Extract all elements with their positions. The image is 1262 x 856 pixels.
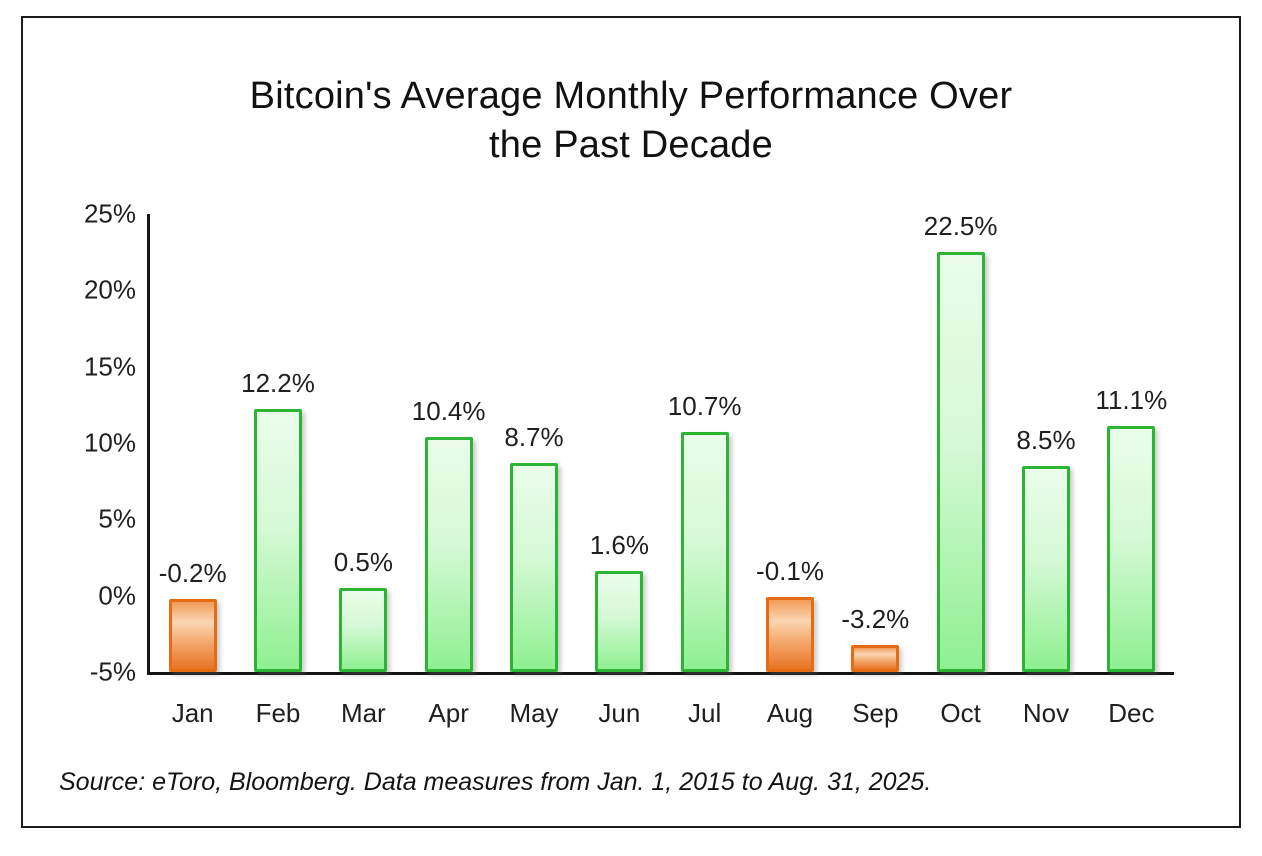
x-axis-label-oct: Oct xyxy=(940,698,981,728)
bar-value-label-dec: 11.1% xyxy=(1095,385,1168,416)
chart-title: Bitcoin's Average Monthly Performance Ov… xyxy=(23,72,1239,170)
x-axis-label-aug: Aug xyxy=(766,698,814,728)
x-axis-label-mar: Mar xyxy=(340,698,386,728)
x-axis-label-jul: Jul xyxy=(688,698,722,728)
plot-area: 25% 20% 15% 10% 5% 0% -5% -0.2% Jan 12.2% Feb 0.5% M… xyxy=(84,199,1174,728)
bar-value-label-aug: -0.1% xyxy=(756,556,824,587)
bar-value-label-sep: -3.2% xyxy=(841,603,910,634)
bar-value-label-may: 8.7% xyxy=(504,421,564,452)
source-note: Source: eToro, Bloomberg. Data measures … xyxy=(59,768,932,796)
bar-apr xyxy=(424,436,473,672)
chart-frame: Bitcoin's Average Monthly Performance Ov… xyxy=(21,16,1241,828)
x-axis-label-jun: Jun xyxy=(598,698,641,728)
bar-oct xyxy=(936,252,985,672)
bar-value-label-apr: 10.4% xyxy=(411,395,486,426)
y-tick-label: 0% xyxy=(98,580,136,611)
bar-jun xyxy=(595,571,644,672)
y-tick-label: 5% xyxy=(98,503,136,534)
bar-aug xyxy=(766,597,814,672)
y-tick-label: -5% xyxy=(89,656,136,687)
y-tick-label: 15% xyxy=(83,351,136,382)
bar-jul xyxy=(680,432,729,672)
y-tick-label: 25% xyxy=(83,198,136,229)
bar-value-label-oct: 22.5% xyxy=(923,211,998,242)
x-axis-label-may: May xyxy=(509,698,559,728)
bar-value-label-jan: -0.2% xyxy=(158,557,227,588)
bar-value-label-nov: 8.5% xyxy=(1016,424,1076,455)
bar-dec xyxy=(1107,426,1156,672)
bar-value-label-mar: 0.5% xyxy=(333,547,393,578)
bar-jan xyxy=(168,598,217,672)
x-axis-label-jan: Jan xyxy=(171,698,214,728)
bar-value-label-feb: 12.2% xyxy=(241,368,315,399)
bar-feb xyxy=(254,409,302,672)
x-axis-label-feb: Feb xyxy=(255,698,301,728)
x-axis-label-nov: Nov xyxy=(1022,698,1070,728)
y-tick-label: 20% xyxy=(83,274,136,305)
bar-value-label-jul: 10.7% xyxy=(667,391,742,422)
bar-nov xyxy=(1022,465,1070,672)
bar-may xyxy=(510,462,558,672)
y-tick-label: 10% xyxy=(83,427,136,458)
bar-sep xyxy=(851,644,900,672)
x-axis-label-dec: Dec xyxy=(1108,698,1155,728)
chart-title-line-1: Bitcoin's Average Monthly Performance Ov… xyxy=(249,75,1013,117)
x-axis-label-apr: Apr xyxy=(428,698,469,728)
bar-mar xyxy=(339,588,388,672)
chart-title-line-2: the Past Decade xyxy=(489,124,773,166)
x-axis-label-sep: Sep xyxy=(852,698,899,728)
bar-value-label-jun: 1.6% xyxy=(589,530,649,561)
